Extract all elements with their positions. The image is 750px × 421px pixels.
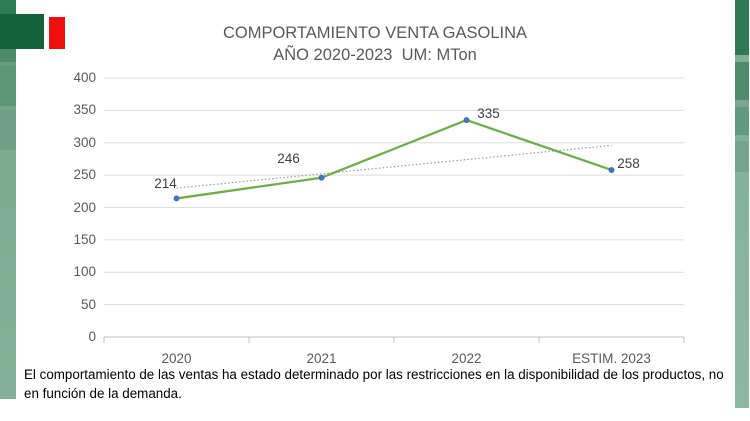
data-point-label: 214 xyxy=(154,175,177,191)
right-accent-bar xyxy=(735,0,749,408)
footnote-text: El comportamiento de las ventas ha estad… xyxy=(24,367,724,401)
data-point-marker xyxy=(463,117,470,124)
logo-red-block xyxy=(49,17,65,49)
data-point-label: 246 xyxy=(277,150,300,166)
x-axis-tick-label: 2022 xyxy=(451,351,482,366)
y-axis-tick-label: 300 xyxy=(73,134,96,150)
y-axis-tick-label: 400 xyxy=(73,70,96,85)
data-point-marker xyxy=(318,174,325,181)
y-axis-tick-label: 250 xyxy=(73,167,96,183)
x-axis-tick-label: ESTIM. 2023 xyxy=(572,351,651,366)
y-axis-tick-label: 200 xyxy=(73,199,96,215)
trendline-dotted xyxy=(176,144,612,189)
y-axis-tick-label: 350 xyxy=(73,102,96,118)
data-point-marker xyxy=(173,195,180,202)
chart-title: COMPORTAMIENTO VENTA GASOLINA xyxy=(222,24,528,42)
y-axis-tick-label: 50 xyxy=(80,296,96,312)
logo-green-block xyxy=(0,14,44,49)
data-point-label: 258 xyxy=(617,155,640,171)
y-axis-tick-label: 150 xyxy=(73,231,96,247)
y-axis-tick-label: 100 xyxy=(73,264,96,280)
data-point-label: 335 xyxy=(477,106,500,122)
x-axis-tick-label: 2020 xyxy=(161,351,192,366)
left-accent-bar xyxy=(0,0,16,399)
x-axis-tick-label: 2021 xyxy=(306,351,337,366)
data-point-marker xyxy=(608,166,615,173)
chart-subtitle: AÑO 2020-2023 UM: MTon xyxy=(273,46,477,64)
y-axis-tick-label: 0 xyxy=(88,329,96,344)
series-line xyxy=(175,118,613,200)
